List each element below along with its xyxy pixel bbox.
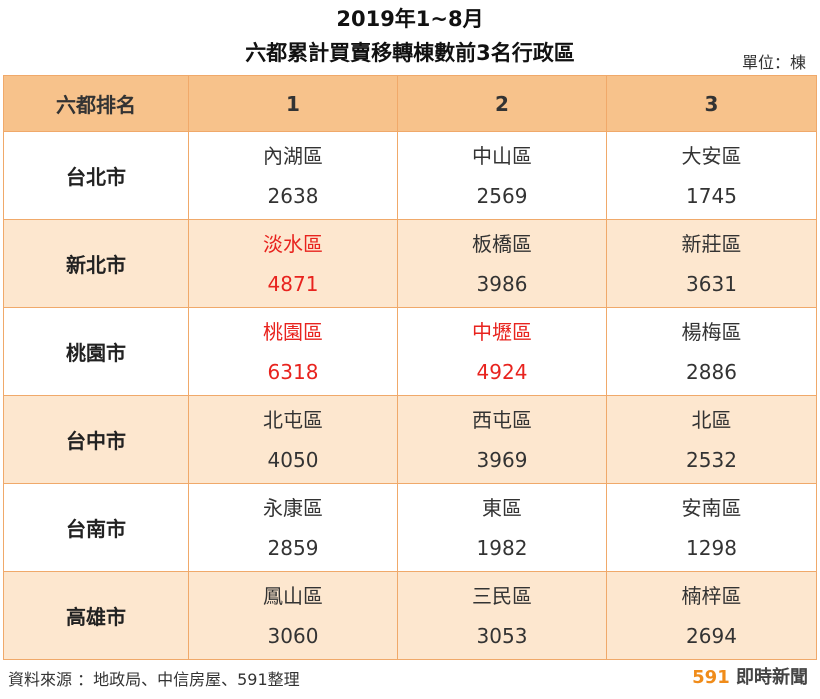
transfer-count: 2569 — [476, 183, 528, 208]
transfer-count: 3053 — [476, 623, 528, 648]
transfer-count: 2532 — [686, 447, 737, 472]
district-name: 鳳山區 — [263, 583, 323, 608]
district-name: 淡水區 — [263, 231, 323, 256]
district-cell: 永康區 2859 — [188, 483, 398, 572]
table-header-row: 六都排名 1 2 3 — [3, 75, 817, 132]
city-cell: 新北市 — [3, 219, 189, 308]
transfer-count: 1298 — [686, 535, 737, 560]
district-cell: 東區 1982 — [397, 483, 607, 572]
data-source-note: 資料來源 ：地政局、中信房屋、591整理 — [8, 670, 300, 689]
district-cell: 中壢區 4924 — [397, 307, 607, 396]
district-cell: 北屯區 4050 — [188, 395, 398, 484]
city-cell: 台南市 — [3, 483, 189, 572]
district-name: 內湖區 — [263, 143, 323, 168]
transfer-count: 2694 — [686, 623, 737, 648]
header-cell: 1 — [188, 75, 398, 132]
district-cell: 楊梅區 2886 — [606, 307, 817, 396]
brand-number: 591 — [692, 667, 730, 688]
city-cell: 桃園市 — [3, 307, 189, 396]
district-name: 楊梅區 — [681, 319, 742, 344]
district-cell: 新莊區 3631 — [606, 219, 817, 308]
transfer-count: 4871 — [267, 271, 319, 296]
district-name: 北區 — [691, 407, 732, 432]
district-cell: 淡水區 4871 — [188, 219, 398, 308]
district-cell: 三民區 3053 — [397, 571, 607, 660]
table-row: 新北市 淡水區 4871 板橋區 3986 新莊區 3631 — [3, 219, 817, 308]
district-cell: 內湖區 2638 — [188, 131, 398, 220]
transfer-count: 4924 — [476, 359, 528, 384]
table-row: 高雄市 鳳山區 3060 三民區 3053 楠梓區 2694 — [3, 571, 817, 660]
table-body: 台北市 內湖區 2638 中山區 2569 大安區 1745 新北市 淡水區 4871 板橋區 398… — [3, 131, 817, 660]
district-cell: 北區 2532 — [606, 395, 817, 484]
district-cell: 西屯區 3969 — [397, 395, 607, 484]
transfer-count: 2886 — [686, 359, 737, 384]
header-cell: 3 — [606, 75, 817, 132]
transfer-count: 2859 — [267, 535, 319, 560]
city-cell: 台中市 — [3, 395, 189, 484]
table-row: 台中市 北屯區 4050 西屯區 3969 北區 2532 — [3, 395, 817, 484]
city-cell: 台北市 — [3, 131, 189, 220]
unit-label: 單位：棟 — [741, 53, 806, 72]
district-cell: 鳳山區 3060 — [188, 571, 398, 660]
table-row: 台南市 永康區 2859 東區 1982 安南區 1298 — [3, 483, 817, 572]
transfer-count: 4050 — [267, 447, 319, 472]
transfer-count: 3631 — [686, 271, 737, 296]
ranking-table: 六都排名 1 2 3 台北市 內湖區 2638 中山區 2569 大安區 1745 新北市 淡水… — [3, 75, 817, 660]
district-name: 板橋區 — [472, 231, 532, 256]
district-name: 新莊區 — [681, 231, 742, 256]
district-name: 安南區 — [681, 495, 742, 520]
district-name: 北屯區 — [263, 407, 323, 432]
transfer-count: 3969 — [476, 447, 528, 472]
district-cell: 中山區 2569 — [397, 131, 607, 220]
district-cell: 安南區 1298 — [606, 483, 817, 572]
chart-title-line2: 六都累計買賣移轉棟數前3名行政區 — [245, 41, 575, 65]
header-cell: 2 — [397, 75, 607, 132]
district-cell: 桃園區 6318 — [188, 307, 398, 396]
district-cell: 大安區 1745 — [606, 131, 817, 220]
district-name: 中山區 — [472, 143, 532, 168]
district-cell: 板橋區 3986 — [397, 219, 607, 308]
transfer-count: 1745 — [686, 183, 737, 208]
header-cell: 六都排名 — [3, 75, 189, 132]
brand-text: 即時新聞 — [736, 667, 808, 688]
brand-logo: 591 即時新聞 — [692, 663, 808, 689]
district-cell: 楠梓區 2694 — [606, 571, 817, 660]
transfer-count: 2638 — [267, 183, 319, 208]
district-name: 東區 — [482, 495, 522, 520]
city-cell: 高雄市 — [3, 571, 189, 660]
transfer-count: 1982 — [476, 535, 528, 560]
district-name: 桃園區 — [263, 319, 323, 344]
district-name: 大安區 — [681, 143, 742, 168]
district-name: 楠梓區 — [681, 583, 742, 608]
table-row: 桃園市 桃園區 6318 中壢區 4924 楊梅區 2886 — [3, 307, 817, 396]
chart-title-line1: 2019年1~8月 — [336, 7, 484, 31]
table-row: 台北市 內湖區 2638 中山區 2569 大安區 1745 — [3, 131, 817, 220]
district-name: 西屯區 — [472, 407, 532, 432]
transfer-count: 3986 — [476, 271, 528, 296]
district-name: 中壢區 — [472, 319, 532, 344]
transfer-count: 6318 — [267, 359, 319, 384]
transfer-count: 3060 — [267, 623, 319, 648]
district-name: 永康區 — [263, 495, 323, 520]
district-name: 三民區 — [472, 583, 532, 608]
